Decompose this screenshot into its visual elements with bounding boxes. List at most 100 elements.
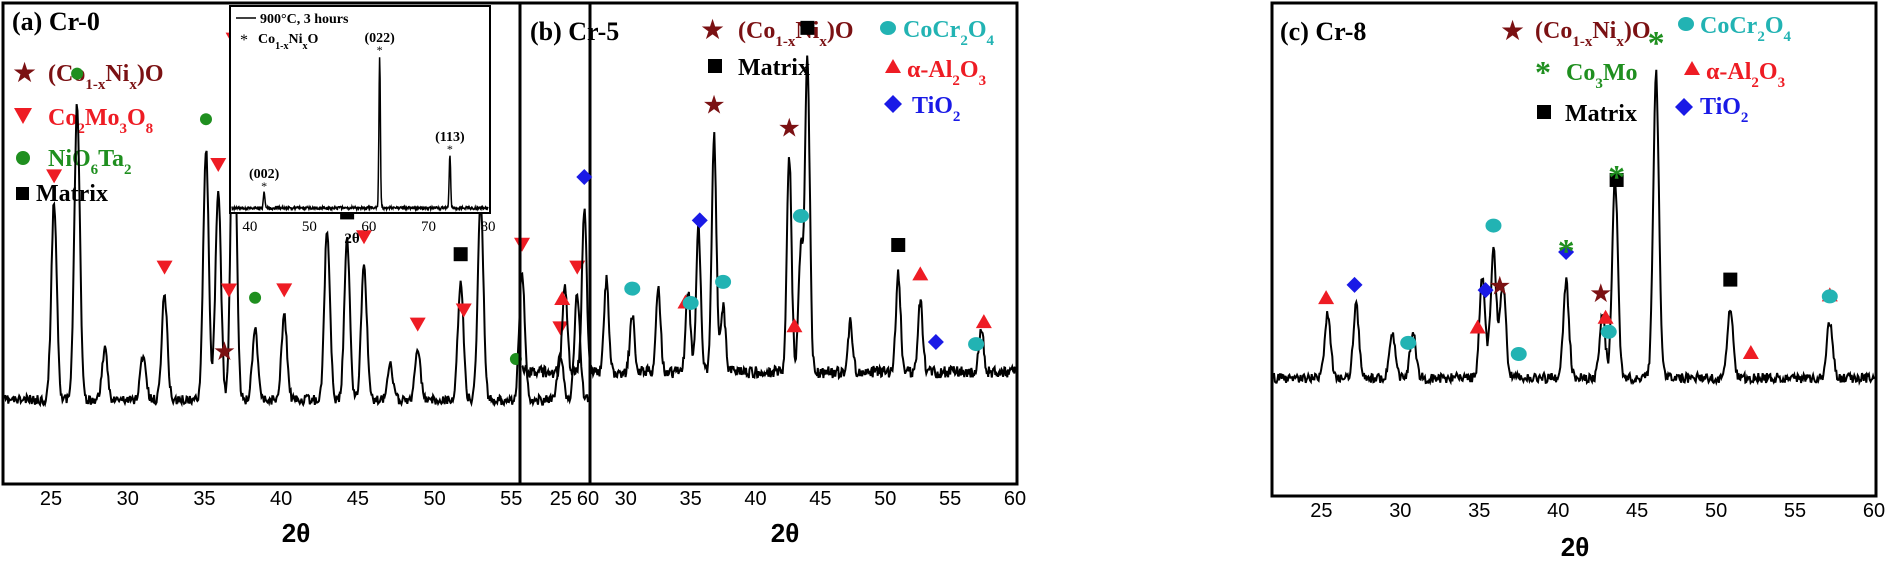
peak-marker-triangle-11 bbox=[1597, 309, 1614, 324]
panel-c-frame bbox=[1270, 1, 1878, 498]
peak-marker-square-11 bbox=[800, 20, 815, 35]
inset-x-tick-3: 70 bbox=[421, 219, 436, 235]
panel-c: (c) Cr-8 ★ (Co1-xNix)O CoCr2O4 * Co3Mo α… bbox=[1270, 1, 1885, 562]
peak-marker-asterisk-9: * bbox=[1558, 233, 1575, 270]
x-tick-label-1-1: 30 bbox=[615, 488, 637, 510]
xrd-trace-b bbox=[521, 55, 1016, 381]
legend-a-star-icon: ★ bbox=[12, 58, 37, 89]
legend-c-triangle-icon bbox=[1684, 61, 1700, 75]
legend-a-text-4: Matrix bbox=[36, 181, 108, 207]
x-tick-label-2-2: 35 bbox=[1468, 500, 1490, 522]
peak-marker-triangle-0 bbox=[46, 169, 63, 184]
panel-c-legend: ★ (Co1-xNix)O CoCr2O4 * Co3Mo α-Al2O3 Ma… bbox=[1500, 13, 1792, 127]
legend-a-square-icon bbox=[16, 187, 29, 200]
inset-peak-label-1: (022) bbox=[364, 31, 395, 46]
peak-marker-diamond-1 bbox=[576, 169, 593, 185]
peak-marker-triangle-18 bbox=[514, 237, 531, 252]
inset-x-tick-2: 60 bbox=[361, 219, 376, 235]
peak-marker-square-12 bbox=[891, 238, 906, 252]
peak-marker-triangle-0 bbox=[1318, 290, 1335, 305]
peak-marker-circle-green-8 bbox=[249, 291, 262, 304]
peak-marker-circle-teal-7 bbox=[715, 274, 732, 289]
peak-marker-asterisk-14: * bbox=[1608, 159, 1625, 196]
peak-marker-triangle-12 bbox=[356, 230, 373, 245]
inset-trace bbox=[231, 57, 489, 213]
peak-marker-circle-teal-12 bbox=[1600, 324, 1617, 339]
peak-markers-b: ★★ bbox=[554, 20, 992, 352]
x-tick-label-1-4: 45 bbox=[809, 488, 831, 510]
inset-x-axis-label: 2θ bbox=[344, 231, 360, 247]
panel-c-label: (c) Cr-8 bbox=[1280, 17, 1366, 46]
x-tick-label-2-5: 50 bbox=[1705, 500, 1727, 522]
legend-b-triangle-icon bbox=[885, 59, 901, 73]
peak-marker-diamond-5 bbox=[691, 212, 708, 229]
peak-marker-circle-teal-15 bbox=[968, 337, 985, 352]
legend-b-star-icon: ★ bbox=[700, 15, 725, 46]
peak-marker-asterisk-15: * bbox=[1648, 25, 1665, 62]
peak-marker-star-5: ★ bbox=[213, 337, 236, 366]
inset-plot: 900°C, 3 hours * Co1-xNixO *(002)*(022)*… bbox=[229, 5, 496, 247]
legend-a-text-2: Co2Mo3O8 bbox=[48, 105, 153, 137]
peak-marker-circle-green-3 bbox=[199, 113, 212, 126]
legend-b-square-icon bbox=[708, 59, 722, 73]
x-tick-label-1-3: 40 bbox=[744, 488, 766, 510]
peak-marker-diamond-4 bbox=[1477, 282, 1494, 299]
legend-c-text-1: (Co1-xNix)O bbox=[1535, 18, 1651, 50]
legend-a-text-3: NiO6Ta2 bbox=[48, 146, 131, 178]
peak-marker-circle-teal-5 bbox=[1485, 218, 1502, 233]
peak-marker-diamond-1 bbox=[1346, 276, 1363, 293]
peak-marker-star-8: ★ bbox=[778, 113, 801, 142]
x-tick-label-1-7: 60 bbox=[1004, 488, 1026, 510]
x-tick-label-1-0: 25 bbox=[550, 488, 572, 510]
legend-c-star-icon: ★ bbox=[1500, 16, 1525, 47]
x-tick-label-2-1: 30 bbox=[1389, 500, 1411, 522]
panel-a-label: (a) Cr-0 bbox=[12, 7, 100, 36]
panel-a-legend: ★ (Co1-xNix)O Co2Mo3O8 NiO6Ta2 Matrix bbox=[12, 58, 164, 207]
legend-b-text-1: (Co1-xNix)O bbox=[738, 18, 854, 50]
inset-peak-star-0: * bbox=[261, 179, 267, 193]
peak-marker-triangle-15 bbox=[455, 303, 472, 318]
peak-marker-circle-teal-2 bbox=[1400, 335, 1417, 350]
x-axis-label-b: 2θ bbox=[771, 518, 800, 548]
peak-marker-triangle-13 bbox=[409, 317, 426, 332]
inset-x-tick-4: 80 bbox=[481, 219, 496, 235]
legend-a-circle-icon bbox=[16, 151, 30, 165]
legend-c-diamond-icon bbox=[1675, 98, 1693, 116]
x-tick-label-2-7: 60 bbox=[1863, 500, 1885, 522]
legend-c-square-icon bbox=[1537, 105, 1551, 119]
panel-b-label: (b) Cr-5 bbox=[530, 17, 619, 46]
panel-b-legend: ★ (Co1-xNix)O CoCr2O4 Matrix α-Al2O3 TiO… bbox=[700, 15, 995, 125]
legend-c-asterisk-icon: * bbox=[1535, 54, 1551, 90]
legend-c-text-4: α-Al2O3 bbox=[1706, 59, 1785, 91]
peak-marker-circle-teal-10 bbox=[792, 208, 809, 223]
peak-marker-triangle-3 bbox=[1469, 319, 1486, 334]
peak-marker-triangle-19 bbox=[552, 321, 569, 336]
panel-a: (a) Cr-0 ★ (Co1-xNix)O Co2Mo3O8 NiO6Ta2 … bbox=[1, 1, 599, 548]
x-tick-label-2-0: 25 bbox=[1310, 500, 1332, 522]
legend-c-text-2: CoCr2O4 bbox=[1700, 13, 1792, 45]
peak-marker-triangle-9 bbox=[786, 318, 803, 333]
inset-peak-star-1: * bbox=[377, 43, 383, 57]
x-ticks-c: 25 30 35 40 45 50 55 60 bbox=[1310, 500, 1885, 522]
panel-b-frame bbox=[518, 1, 1019, 486]
peak-marker-diamond-8 bbox=[1558, 244, 1575, 260]
x-ticks-a: 25 30 35 40 45 50 55 60 bbox=[40, 488, 599, 510]
peak-marker-circle-teal-4 bbox=[682, 295, 699, 310]
inset-x-ticks: 40 50 60 70 80 bbox=[242, 219, 495, 235]
peak-marker-circle-teal-2 bbox=[624, 281, 641, 296]
peak-marker-triangle-4 bbox=[210, 157, 227, 172]
peak-marker-triangle-2 bbox=[156, 260, 173, 275]
inset-peak-labels: *(002)*(022)*(113) bbox=[249, 31, 465, 193]
peak-marker-star-6: ★ bbox=[1488, 271, 1511, 300]
peak-marker-triangle-16 bbox=[975, 314, 992, 329]
peak-marker-square-13 bbox=[1609, 172, 1624, 187]
inset-legend-line-text: 900°C, 3 hours bbox=[260, 12, 349, 27]
peak-marker-triangle-17 bbox=[1742, 345, 1759, 359]
inset-x-tick-0: 40 bbox=[242, 219, 257, 235]
inset-legend-star-icon: * bbox=[240, 32, 248, 49]
peak-marker-circle-teal-19 bbox=[1821, 289, 1838, 304]
inset-peak-label-2: (113) bbox=[435, 130, 465, 145]
inset-peak-star-2: * bbox=[447, 142, 453, 156]
peak-marker-star-10: ★ bbox=[1589, 279, 1612, 308]
